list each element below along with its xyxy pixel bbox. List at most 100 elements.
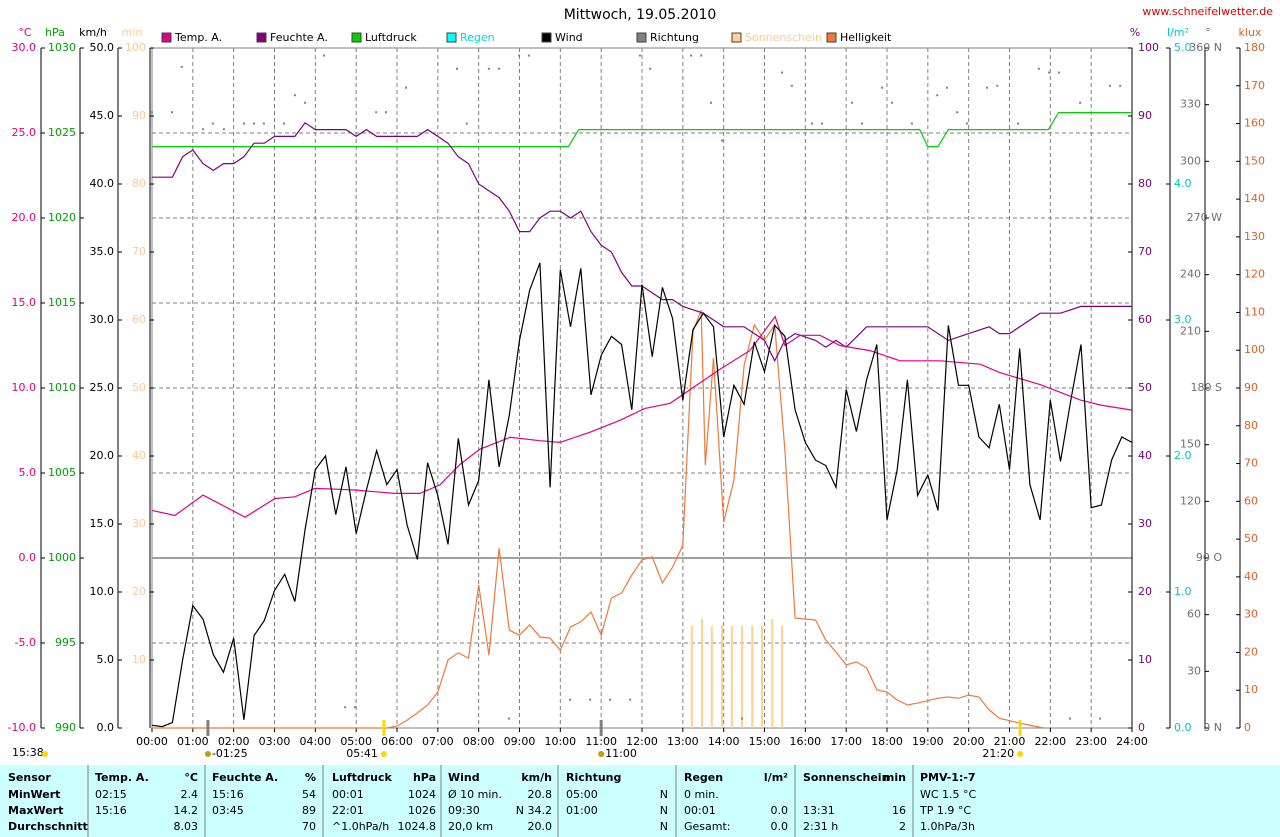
y-tick-label: 1.0	[1174, 585, 1192, 598]
direction-dot	[1017, 122, 1020, 125]
direction-dot	[344, 706, 347, 709]
x-tick-label: 00:00	[136, 735, 168, 748]
table-cell: hPa	[413, 771, 436, 784]
sunshine-bar	[710, 626, 713, 728]
x-tick-label: 06:00	[381, 735, 413, 748]
y-tick-label: 1030	[48, 41, 76, 54]
series-line	[151, 315, 1133, 518]
y-tick-label: 240	[1180, 268, 1201, 281]
y-tick-label: 995	[55, 636, 76, 649]
legend-label: Sonnenschein	[745, 31, 822, 44]
table-cell: N 34.2	[516, 804, 552, 817]
source: www.schneifelwetter.de	[1142, 5, 1273, 18]
y-tick-label: 180 S	[1191, 381, 1222, 394]
x-tick-label: 11:00	[585, 735, 617, 748]
y-tick-label: 4.0	[1174, 177, 1192, 190]
table-cell: TP 1.9 °C	[919, 804, 971, 817]
event-label: 05:41	[346, 747, 378, 760]
sunshine-bar	[701, 619, 704, 728]
table-cell: 20,0 km	[448, 820, 493, 833]
y-tick-label: 80	[132, 177, 146, 190]
sun-icon	[1017, 751, 1024, 757]
y-tick-label: 10.0	[90, 585, 115, 598]
y-tick-label: 40	[132, 449, 146, 462]
y-tick-label: 40	[1138, 449, 1152, 462]
legend-label: Temp. A.	[174, 31, 222, 44]
table-cell: 0.0	[771, 804, 789, 817]
axis-unit: km/h	[79, 26, 107, 39]
direction-dot	[1037, 67, 1040, 70]
series-line	[152, 309, 1045, 729]
y-tick-label: 30.0	[90, 313, 115, 326]
y-tick-label: 1005	[48, 466, 76, 479]
direction-dot	[262, 122, 265, 125]
direction-dot	[456, 67, 459, 70]
y-tick-label: 0	[1138, 721, 1145, 734]
table-cell: 22:01	[332, 804, 364, 817]
legend-swatch	[636, 32, 647, 43]
y-tick-label: 3.0	[1174, 313, 1192, 326]
y-tick-label: 990	[55, 721, 76, 734]
y-tick-label: 10	[132, 653, 146, 666]
direction-dot	[1079, 101, 1082, 104]
y-tick-label: 20	[1138, 585, 1152, 598]
y-tick-label: 70	[132, 245, 146, 258]
x-tick-label: 16:00	[789, 735, 821, 748]
table-cell: MaxWert	[8, 804, 63, 817]
direction-dot	[1119, 84, 1122, 87]
direction-dot	[649, 67, 652, 70]
y-tick-label: 150	[1180, 438, 1201, 451]
y-tick-label: 0.0	[97, 721, 115, 734]
direction-dot	[404, 86, 407, 89]
direction-dot	[465, 122, 468, 125]
x-tick-label: 24:00	[1116, 735, 1148, 748]
direction-dot	[629, 698, 632, 701]
event-label: 11:00	[605, 747, 637, 760]
x-tick-label: 03:00	[259, 735, 291, 748]
moon-icon	[204, 751, 211, 757]
x-tick-label: 17:00	[830, 735, 862, 748]
y-tick-label: 10	[1138, 653, 1152, 666]
direction-dot	[881, 86, 884, 89]
daylight: 15:38	[12, 746, 44, 759]
legend-label: Richtung	[650, 31, 699, 44]
direction-dot	[242, 122, 245, 125]
direction-dot	[282, 122, 285, 125]
sun-icon	[42, 751, 48, 757]
table-cell: Ø 10 min.	[448, 788, 502, 801]
direction-dot	[293, 94, 296, 97]
table-cell: l/m²	[764, 771, 788, 784]
table-cell: 03:45	[212, 804, 244, 817]
sunshine-bar	[761, 626, 764, 728]
series-line	[151, 262, 1133, 728]
direction-dot	[936, 94, 939, 97]
direction-dot	[690, 54, 692, 57]
y-tick-label: 15.0	[12, 296, 37, 309]
table-cell: ^1.0hPa/h	[332, 820, 389, 833]
direction-dot	[1068, 717, 1071, 720]
direction-dot	[353, 706, 356, 709]
series-line	[152, 121, 1132, 363]
y-tick-label: 0.0	[1174, 721, 1192, 734]
y-tick-label: 360 N	[1189, 41, 1222, 54]
axis-unit: %	[1130, 26, 1140, 39]
y-tick-label: 1015	[48, 296, 76, 309]
direction-dot	[700, 54, 703, 57]
y-tick-label: 120	[1180, 494, 1201, 507]
table-cell: 0 min.	[684, 788, 719, 801]
table-cell: 70	[302, 820, 316, 833]
y-tick-label: 270 W	[1187, 211, 1222, 224]
legend-swatch	[256, 32, 267, 43]
direction-dot	[986, 86, 989, 89]
y-tick-label: 30.0	[12, 41, 37, 54]
table-cell: Regen	[684, 771, 723, 784]
y-tick-label: 0	[1244, 721, 1251, 734]
direction-dot	[202, 128, 205, 131]
direction-dot	[910, 122, 913, 125]
table-cell: Feuchte A.	[212, 771, 278, 784]
table-cell: 14.2	[174, 804, 199, 817]
direction-dot	[890, 101, 893, 104]
x-tick-label: 20:00	[953, 735, 985, 748]
x-tick-label: 12:00	[626, 735, 658, 748]
